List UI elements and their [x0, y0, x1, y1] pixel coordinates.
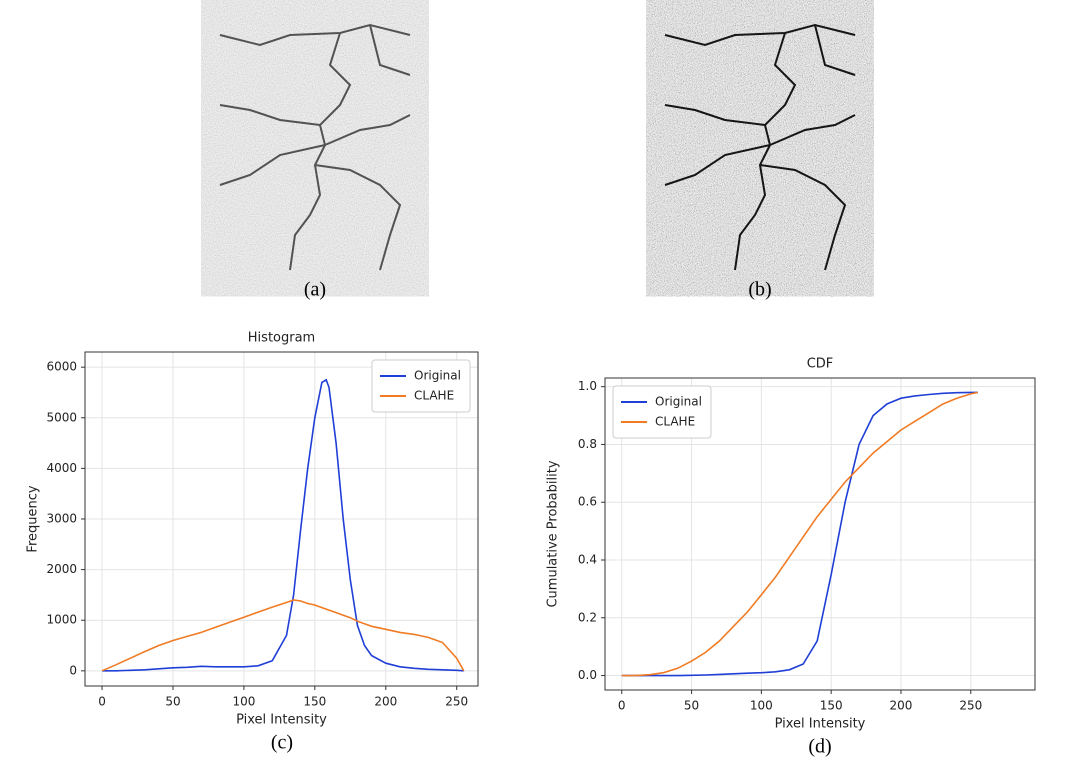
x-tick-label: 100 — [232, 695, 255, 709]
y-tick-label: 6000 — [46, 360, 77, 374]
y-tick-label: 4000 — [46, 461, 77, 475]
x-axis-label: Pixel Intensity — [775, 717, 866, 732]
legend-box — [612, 385, 712, 439]
data-line — [621, 391, 978, 677]
y-axis-label: Cumulative Probability — [546, 460, 561, 607]
image-b — [664, 5, 856, 271]
data-line — [102, 378, 464, 672]
plot-frame — [604, 377, 1036, 691]
legend-label: Original — [414, 369, 461, 383]
chart-title: CDF — [807, 357, 834, 372]
y-tick-label: 5000 — [46, 410, 77, 424]
x-tick-label: 0 — [618, 699, 626, 713]
x-tick-label: 150 — [303, 695, 326, 709]
x-tick-label: 250 — [959, 699, 982, 713]
data-line — [621, 391, 978, 677]
x-tick-label: 50 — [165, 695, 180, 709]
x-tick-label: 150 — [820, 699, 843, 713]
plot-frame — [84, 351, 479, 687]
x-tick-label: 100 — [750, 699, 773, 713]
caption: (b) — [748, 279, 771, 301]
caption: (c) — [271, 732, 293, 754]
y-axis-label: Frequency — [26, 485, 41, 552]
x-tick-label: 200 — [374, 695, 397, 709]
y-tick-label: 0.0 — [578, 668, 597, 682]
x-tick-label: 0 — [98, 695, 106, 709]
y-tick-label: 2000 — [46, 562, 77, 576]
legend-label: CLAHE — [655, 415, 695, 429]
x-tick-label: 250 — [445, 695, 468, 709]
x-tick-label: 50 — [684, 699, 699, 713]
y-tick-label: 3000 — [46, 512, 77, 526]
x-tick-label: 200 — [890, 699, 913, 713]
y-tick-label: 0.6 — [578, 495, 597, 509]
y-tick-label: 0.8 — [578, 437, 597, 451]
caption: (a) — [304, 279, 326, 301]
caption: (d) — [808, 736, 831, 758]
y-tick-label: 0 — [69, 663, 77, 677]
data-line — [101, 599, 465, 672]
legend-box — [371, 359, 471, 413]
image-a — [219, 5, 411, 271]
legend-label: CLAHE — [414, 389, 454, 403]
legend-label: Original — [655, 395, 702, 409]
y-tick-label: 0.4 — [578, 553, 597, 567]
chart-title: Histogram — [248, 331, 315, 346]
x-axis-label: Pixel Intensity — [236, 713, 327, 728]
y-tick-label: 0.2 — [578, 610, 597, 624]
y-tick-label: 1.0 — [578, 379, 597, 393]
y-tick-label: 1000 — [46, 613, 77, 627]
